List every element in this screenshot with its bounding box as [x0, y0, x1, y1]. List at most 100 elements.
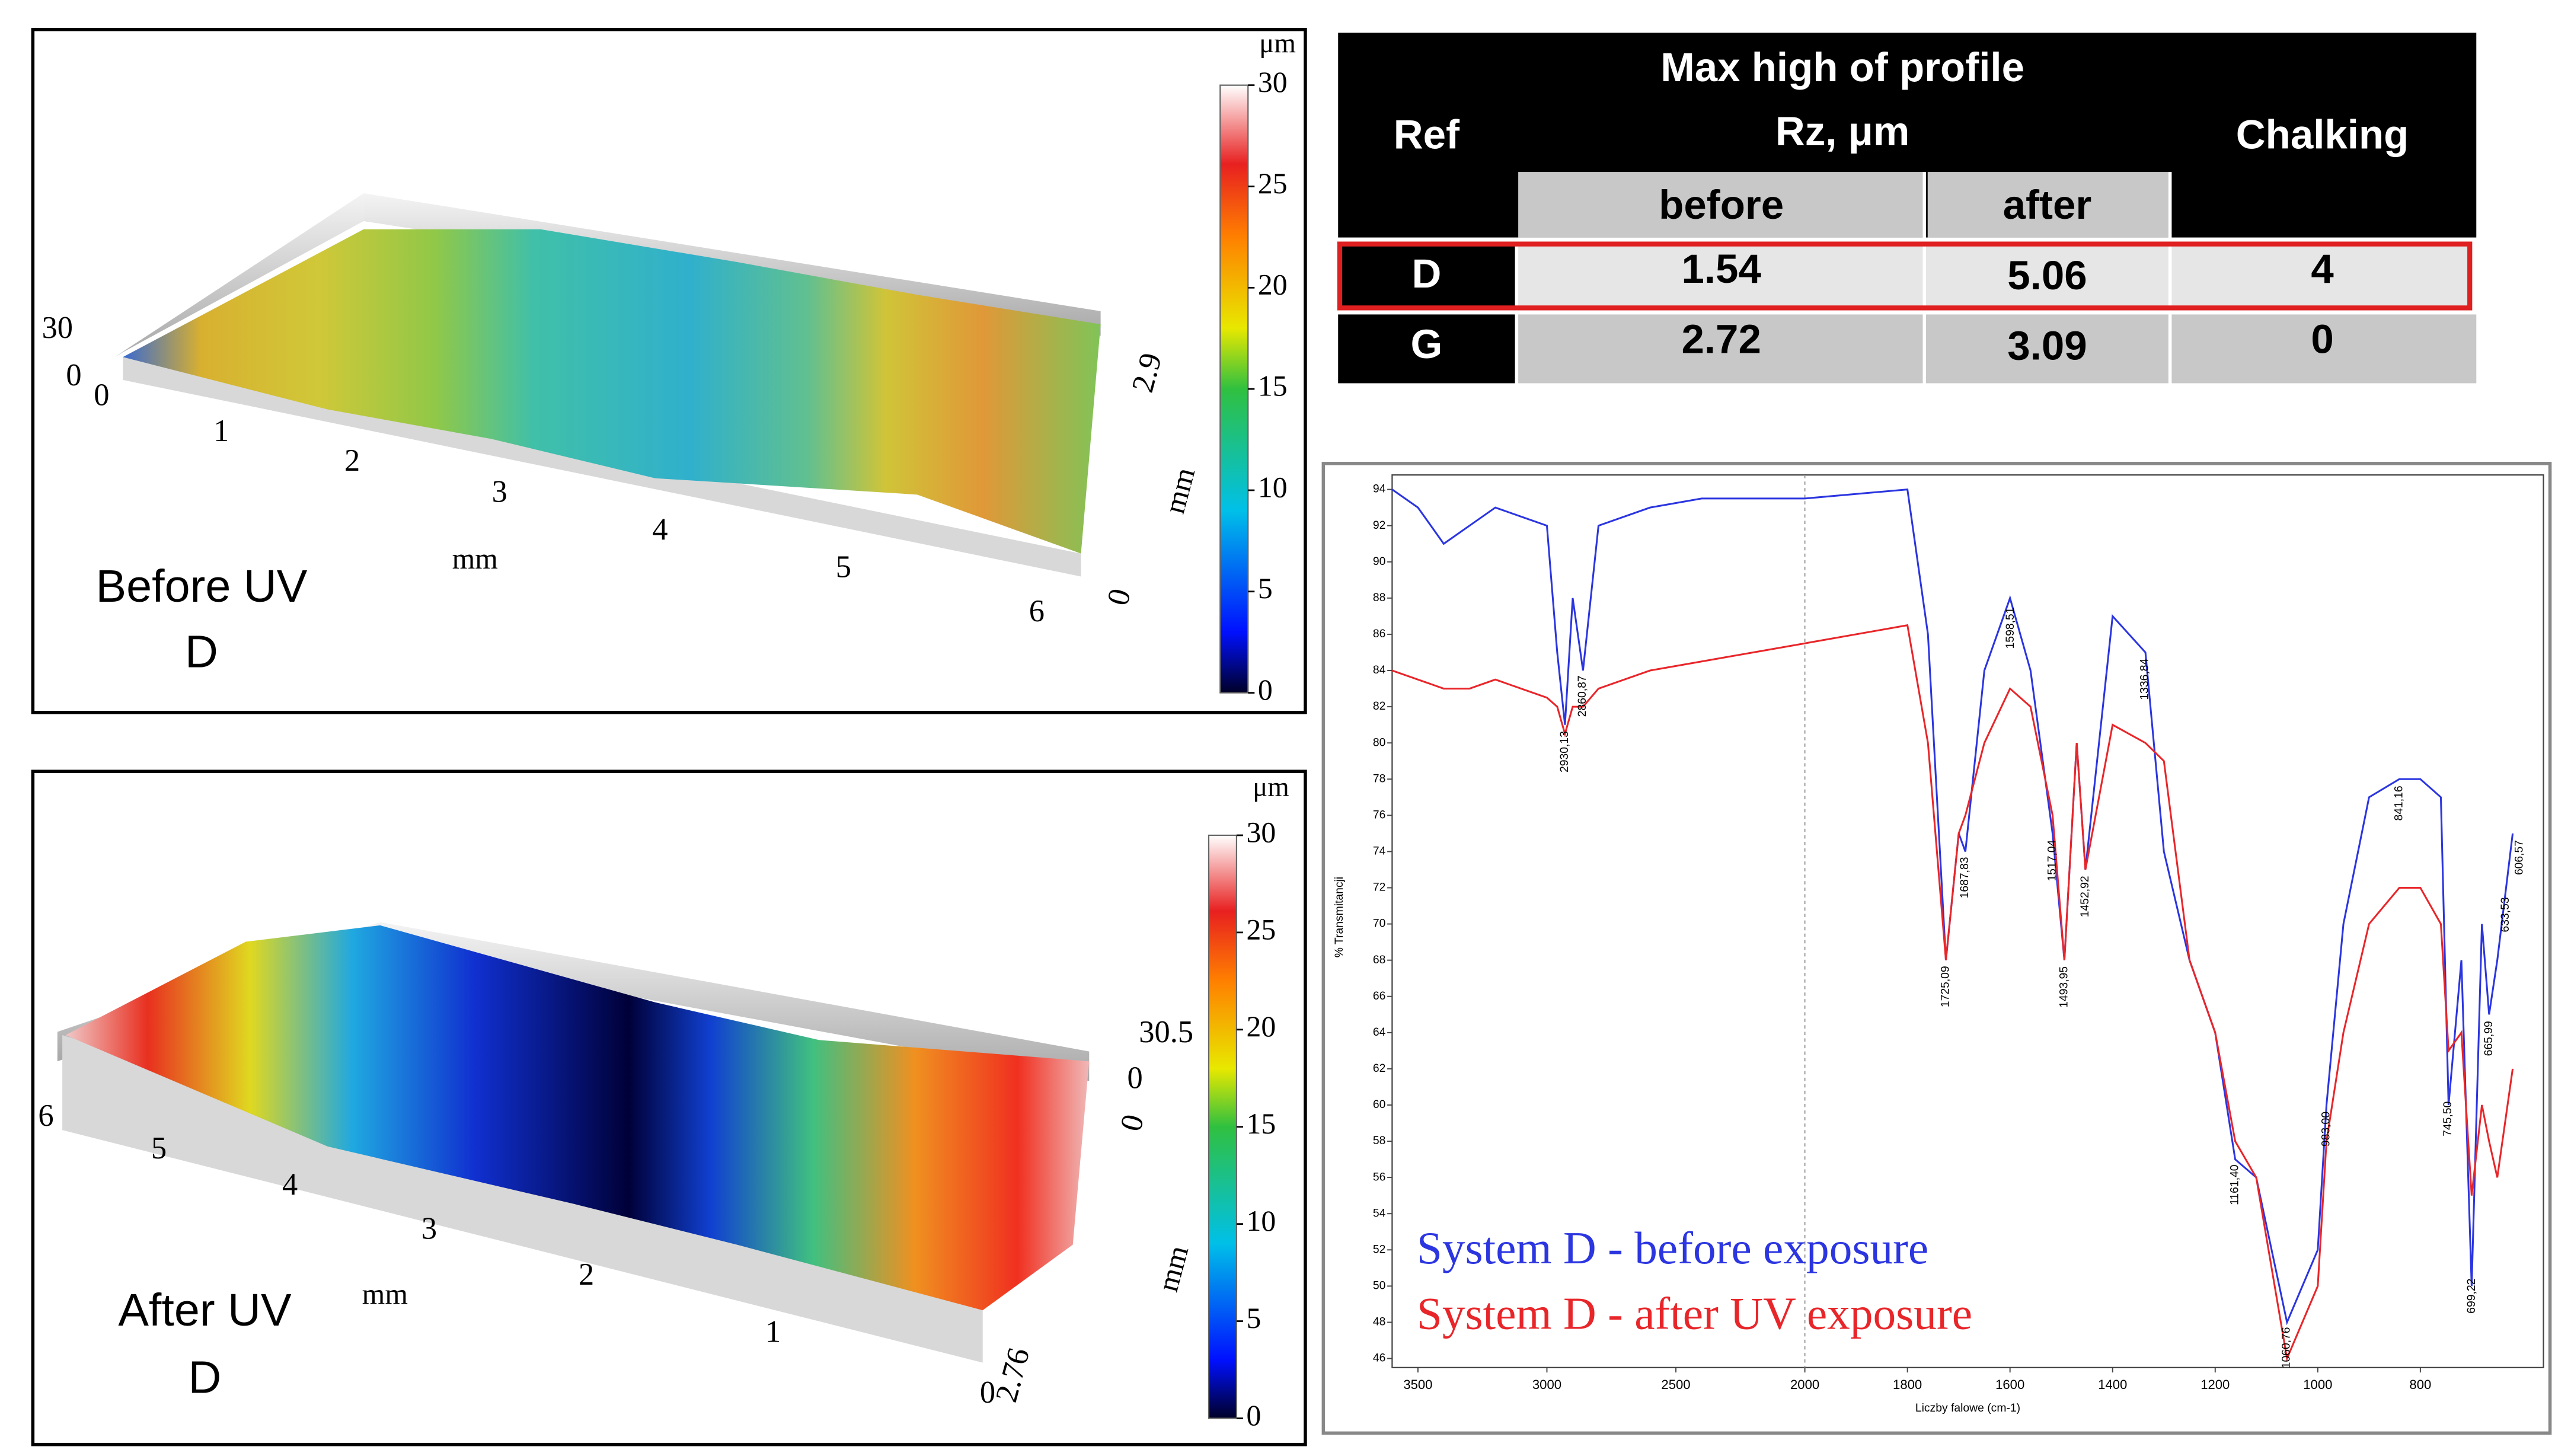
cell: G	[1411, 321, 1443, 367]
colorbar-unit: μm	[1259, 28, 1296, 59]
y-tick-label: 58	[1373, 1135, 1386, 1147]
peak-label: 1598,51	[2004, 607, 2017, 649]
x-tick-label: 4	[652, 512, 668, 547]
y-tick-label: 54	[1373, 1207, 1386, 1219]
y-tick-label: 66	[1373, 990, 1386, 1002]
x-tick-label: 0	[980, 1375, 995, 1410]
x-tick-label: 2	[344, 443, 360, 478]
peak-label: 2860,87	[1576, 675, 1589, 717]
y-tick-label: 72	[1373, 882, 1386, 894]
peak-label: 633,53	[2499, 897, 2512, 932]
cell: 5.06	[2007, 252, 2087, 298]
x-axis-label: mm	[452, 542, 498, 575]
x-tick-label: 3000	[1532, 1377, 1561, 1392]
header: Rz, μm	[1775, 108, 1909, 154]
surface	[65, 925, 1090, 1311]
y-tick-label: 56	[1373, 1171, 1386, 1183]
y-tick-label: 46	[1373, 1352, 1386, 1365]
x-tick-label: 3	[492, 474, 507, 509]
x-tick-label: 4	[282, 1167, 298, 1202]
y-axis-label: % Transmitancji	[1333, 877, 1346, 957]
colorbar-tick-label: 5	[1247, 1302, 1261, 1334]
colorbar-tick-label: 10	[1258, 471, 1288, 503]
cell: 3.09	[2007, 323, 2087, 369]
peak-label: 2930,13	[1558, 731, 1571, 772]
colorbar	[1219, 84, 1249, 694]
colorbar-tick-label: 20	[1247, 1010, 1276, 1043]
z-tick-label: 0	[66, 358, 81, 392]
y-tick-label: 52	[1373, 1243, 1386, 1256]
legend-entry: System D - after UV exposure	[1417, 1288, 1972, 1339]
caption: After UV	[118, 1285, 292, 1336]
series-line	[1391, 624, 2514, 1362]
plot-area	[1391, 474, 2544, 1368]
colorbar-tick-label: 15	[1247, 1107, 1276, 1140]
peak-label: 745,50	[2442, 1101, 2454, 1136]
z-tick-label: 30	[42, 311, 73, 345]
ref-cell	[1338, 242, 1515, 308]
x-tick-label: 1	[765, 1315, 781, 1349]
colorbar-tick-label: 0	[1247, 1399, 1261, 1432]
x-tick-label: 1400	[2098, 1377, 2127, 1392]
colorbar-tick-label: 20	[1258, 269, 1288, 301]
y-tick-label: 88	[1373, 592, 1386, 604]
header: after	[2003, 181, 2092, 228]
x-tick-label: 800	[2409, 1377, 2431, 1392]
colorbar-tick-label: 10	[1247, 1205, 1276, 1237]
colorbar-tick-label: 15	[1258, 370, 1288, 403]
header-cell	[1927, 172, 2170, 238]
y-tick-label: 70	[1373, 918, 1386, 930]
peak-label: 665,99	[2483, 1021, 2495, 1056]
x-tick-label: 5	[836, 550, 851, 584]
x-tick-label: 1800	[1893, 1377, 1922, 1392]
x-tick-label: 2000	[1790, 1377, 1819, 1392]
y-tick-label: 78	[1373, 772, 1386, 785]
z-tick-label: 30.5	[1139, 1015, 1193, 1049]
x-tick-label: 1600	[1995, 1377, 2024, 1392]
peak-label: 606,57	[2513, 840, 2525, 875]
peak-label: 699,22	[2465, 1279, 2478, 1314]
surface	[123, 229, 1101, 554]
cell: D	[1411, 250, 1441, 296]
cell: 1.54	[1681, 245, 1761, 292]
colorbar-tick-label: 25	[1247, 913, 1276, 946]
side-wall	[114, 193, 364, 357]
peak-label: 1336,84	[2138, 658, 2151, 700]
y-tick-label: 62	[1373, 1062, 1386, 1075]
caption: D	[189, 1352, 222, 1403]
peak-label: 1452,92	[2079, 876, 2091, 917]
y-tick-label: 68	[1373, 954, 1386, 966]
peak-label: 1725,09	[1940, 966, 1952, 1007]
colorbar-tick-label: 30	[1247, 816, 1276, 848]
row-cell	[1518, 314, 2477, 384]
x-tick-label: 1000	[2303, 1377, 2332, 1392]
back-wall	[380, 922, 1090, 1081]
colorbar-tick-label: 5	[1258, 572, 1273, 605]
x-tick-label: 1200	[2201, 1377, 2230, 1392]
x-axis-label: mm	[362, 1278, 408, 1310]
peak-label: 1060,76	[2280, 1327, 2292, 1368]
header: Max high of profile	[1660, 44, 2024, 90]
highlight	[1337, 241, 2473, 311]
row-cell	[1518, 242, 2470, 308]
cell: 0	[2311, 316, 2333, 362]
peak-label: 841,16	[2393, 786, 2405, 820]
x-tick-label: 2500	[1661, 1377, 1690, 1392]
peak-label: 983,00	[2320, 1112, 2333, 1147]
x-tick-label: 3	[421, 1212, 437, 1246]
x-tick-label: 0	[94, 378, 109, 412]
caption: Before UV	[96, 561, 308, 612]
y-tick-label: 92	[1373, 519, 1386, 532]
x-tick-label: 2	[579, 1257, 594, 1292]
x-tick-label: 1	[213, 414, 229, 448]
caption: D	[185, 626, 218, 677]
y-tick-label: 76	[1373, 809, 1386, 821]
colorbar-tick-label: 30	[1258, 66, 1288, 98]
z-tick-label: 0	[1128, 1061, 1143, 1095]
y-tick-label: 86	[1373, 628, 1386, 640]
y-tick-label: 80	[1373, 736, 1386, 749]
y-tick-label: 84	[1373, 664, 1386, 676]
colorbar-tick-label: 0	[1258, 673, 1273, 706]
x-tick-label: 6	[38, 1099, 53, 1133]
